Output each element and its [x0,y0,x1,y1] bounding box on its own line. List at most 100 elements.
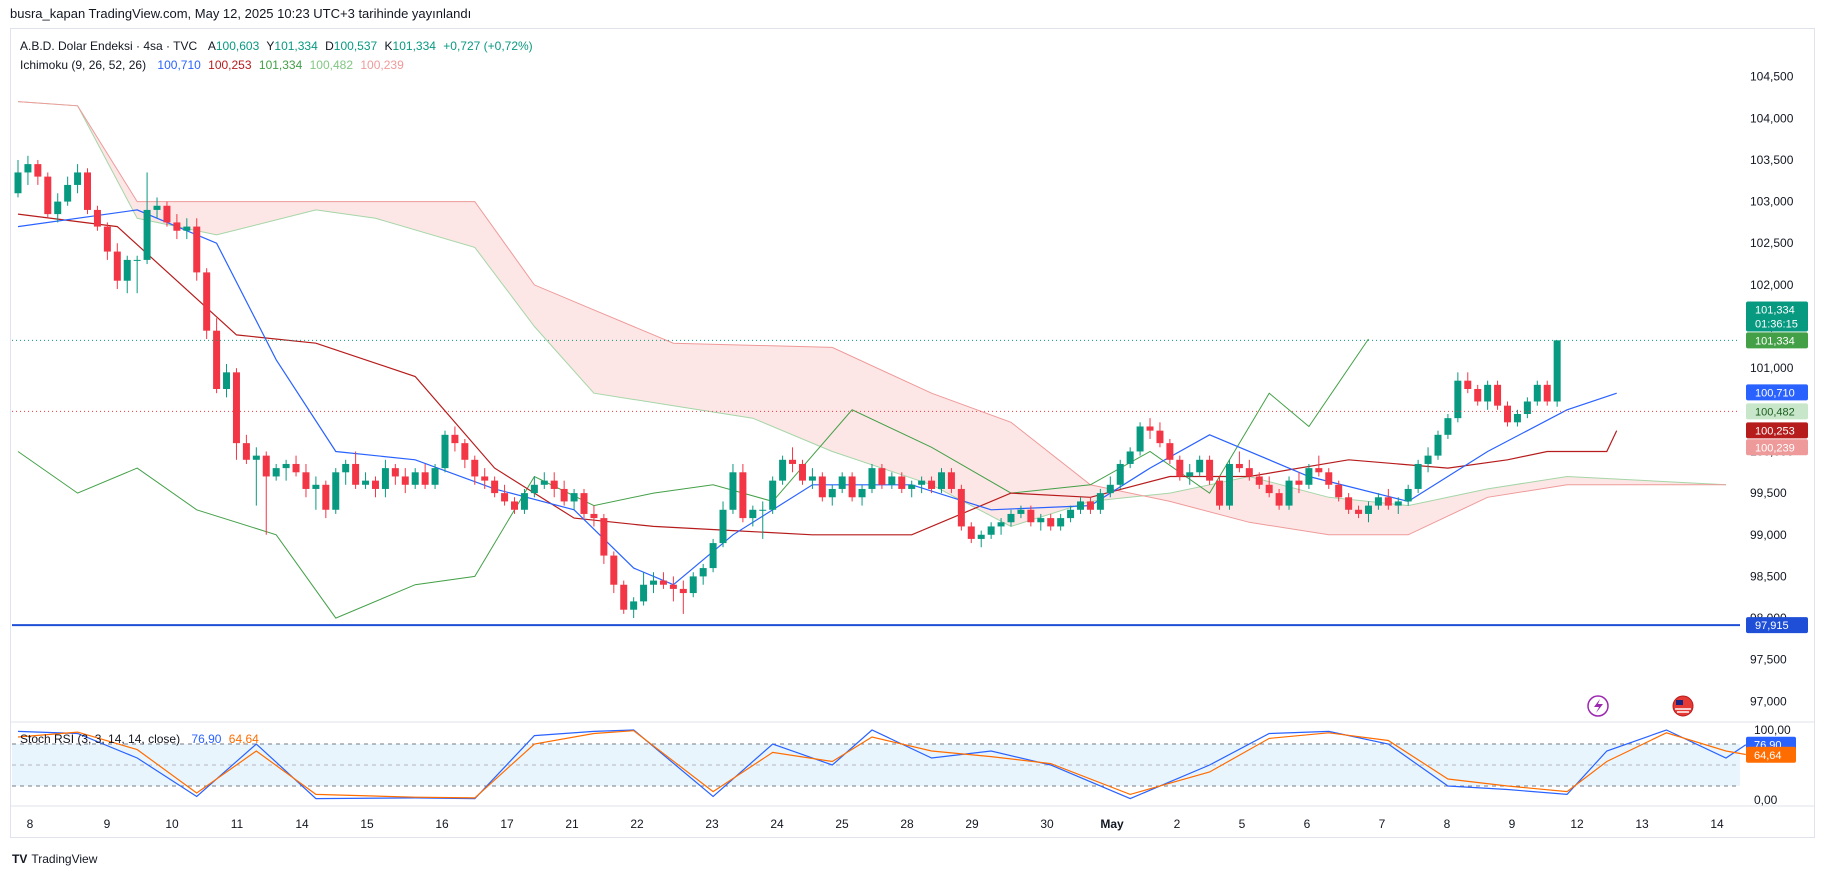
candle-body [1186,472,1194,477]
candle-body [570,493,578,502]
candle-body [709,543,717,569]
candle-body [520,493,528,510]
candle-body [391,468,399,477]
candle-body [1225,463,1233,506]
candle-body [560,488,568,502]
time-tick-label: May [1100,817,1124,831]
candle-body [967,526,975,539]
candle-body [54,201,62,215]
candle-body [1235,463,1243,469]
candle-body [1553,340,1561,402]
candle-body [1057,518,1065,527]
candle-body [193,226,201,273]
price-tag-label: 100,253 [1755,425,1795,437]
candle-body [868,468,876,489]
ichimoku-chikou-value: 101,334 [258,58,303,72]
candle-body [590,513,598,519]
candle-body [1305,468,1313,485]
high-label: Y [266,39,275,53]
candle-body [699,568,707,577]
candle-body [411,472,419,485]
candle-body [659,580,667,585]
ichimoku-legend[interactable]: Ichimoku (9, 26, 52, 26) 100,710 100,253… [20,58,408,72]
price-tag-label: 100,239 [1755,442,1795,454]
time-tick-label: 14 [1710,817,1724,831]
price-tag-box [1746,384,1808,401]
kijun-sen-line [17,213,1618,536]
candle-body [421,472,429,485]
candle-body [14,172,22,194]
candle-body [431,468,439,485]
time-tick-label: 12 [1570,817,1584,831]
time-tick-label: 9 [104,817,111,831]
time-tick-label: 14 [295,817,309,831]
footer-text: TradingView [31,852,98,866]
time-tick-label: 8 [1444,817,1451,831]
tradingview-logo-icon: TV [12,852,28,866]
price-tick-label: 104,000 [1750,111,1794,125]
candle-body [1434,434,1442,456]
symbol-legend[interactable]: A.B.D. Dolar Endeksi · 4sa · TVC A100,60… [20,39,537,53]
us-flag-event-icon[interactable] [1672,695,1694,717]
chart-frame [10,28,1815,838]
price-tags: 101,334 01:36:15 101,334 100,710 100,482 100,… [1746,301,1808,634]
price-tick-label: 99,500 [1750,486,1787,500]
candle-body [302,472,310,489]
ichimoku-name: Ichimoku (9, 26, 52, 26) [20,58,147,72]
price-tick-label: 102,500 [1750,236,1794,250]
candle-body [1275,493,1283,506]
time-tick-label: 11 [231,817,244,831]
price-tag-label: 101,334 [1755,305,1795,317]
candle-body [34,164,42,177]
candle-body [669,584,677,589]
candle-body [1345,497,1353,510]
candle-body [789,459,797,464]
candle-body [650,580,658,585]
candle-body [1285,480,1293,506]
time-tick-label: 24 [770,817,784,831]
price-tag-box [1746,422,1808,439]
candle-body [1216,480,1224,506]
candle-body [1295,480,1303,485]
flash-event-icon[interactable] [1587,695,1609,717]
time-tick-label: 10 [165,817,179,831]
time-tick-label: 23 [705,817,719,831]
stoch-d-line [17,730,1746,799]
candle-body [1007,513,1015,523]
flash-event-icon-bolt [1594,699,1603,713]
close-value: 101,334 [392,39,436,53]
price-tag-label: 97,915 [1755,620,1789,632]
candle-body [1543,384,1551,402]
candle-body [312,484,320,489]
candle-body [1404,488,1412,502]
candle-body [858,488,866,498]
footer: TV TradingView [12,852,97,866]
time-tick-label: 21 [565,817,579,831]
candle-body [1027,509,1035,523]
price-tag-box [1746,403,1808,420]
candle-body [44,176,52,215]
candle-body [332,472,340,510]
candle-body [282,463,290,469]
candle-body [550,480,558,489]
ichimoku-tenkan-value: 100,710 [157,58,201,72]
candle-body [93,209,101,227]
price-tick-label: 99,000 [1750,528,1787,542]
stoch-tag-label: 64,64 [1754,750,1782,762]
candle-body [272,468,280,477]
candle-body [928,480,936,489]
candle-body [1037,518,1045,523]
candle-body [1384,497,1392,506]
candle-body [1126,451,1134,464]
candle-body [918,480,926,485]
candle-body [1364,505,1372,514]
stoch-legend[interactable]: Stoch RSI (3, 3, 14, 14, close) 76,90 64… [20,732,263,746]
candle-body [679,588,687,594]
candle-body [1017,509,1025,514]
candle-body [501,493,509,502]
time-tick-label: 16 [435,817,449,831]
candle-body [779,459,787,481]
candle-body [1374,497,1382,506]
candle-body [1474,389,1482,402]
